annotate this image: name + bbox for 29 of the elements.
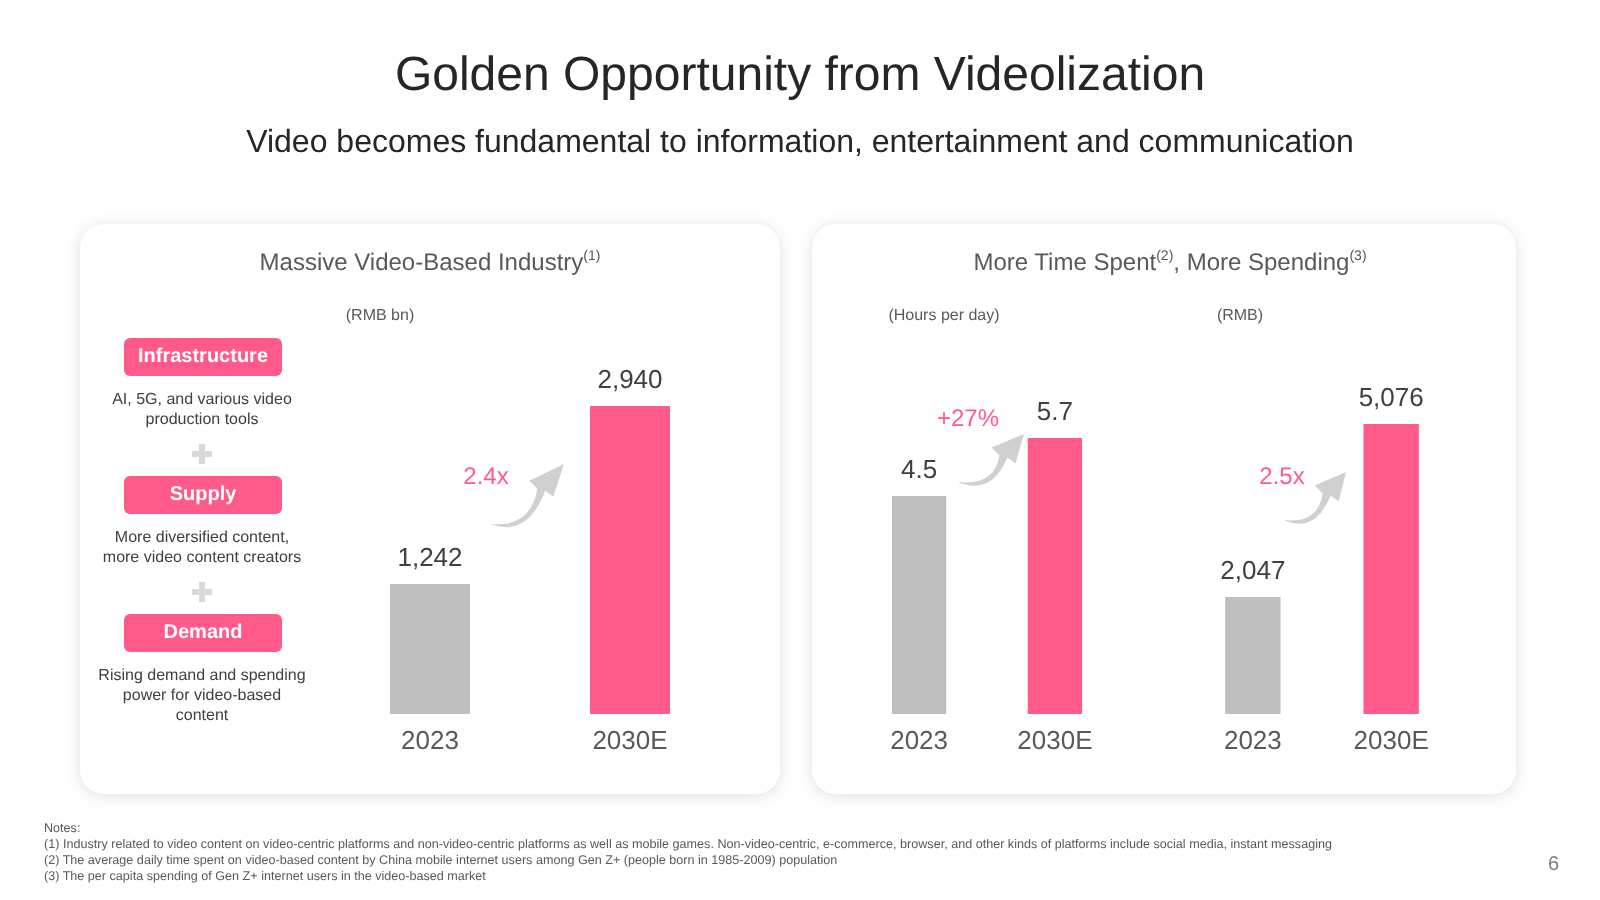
x-tick-label: 2023 bbox=[890, 725, 949, 755]
text: Infrastructure bbox=[124, 338, 282, 376]
annotation: 2.4x bbox=[463, 462, 509, 490]
y-axis-title: (RMB bn) bbox=[345, 306, 415, 324]
data-label: 1,242 bbox=[397, 541, 463, 572]
text: More diversified content, more video content creators bbox=[100, 528, 304, 568]
text: Demand bbox=[124, 614, 282, 652]
chart-title: More Time Spent$^{(2)}$, More Spending$^{(3)}$ bbox=[973, 248, 1367, 276]
annotation: 2.5x bbox=[1259, 462, 1305, 490]
x-tick-label: 2023 bbox=[1223, 725, 1282, 755]
text: Rising demand and spending power for video-based content bbox=[98, 666, 306, 726]
x-tick-label: 2030E bbox=[1017, 725, 1094, 755]
text: +27% bbox=[936, 404, 1000, 432]
data-label: 5.7 bbox=[1036, 396, 1073, 426]
data-label: 2,047 bbox=[1220, 555, 1286, 586]
x-tick-label: 2030E bbox=[592, 725, 669, 755]
text: Video becomes fundamental to information, entertainment and communication bbox=[244, 126, 1356, 162]
data-label: 4.5 bbox=[901, 454, 938, 485]
data-label: 5,076 bbox=[1358, 382, 1424, 412]
text: 6 bbox=[1548, 854, 1560, 876]
chart-title: Massive Video-Based Industry$^{(1)}$ bbox=[259, 248, 601, 276]
text: AI, 5G, and various video production tools bbox=[110, 390, 294, 430]
data-label: 2,940 bbox=[597, 364, 663, 394]
y-axis-title: (Hours per day) bbox=[888, 306, 1000, 324]
y-axis-title: (RMB) bbox=[1216, 306, 1264, 324]
text: Supply bbox=[124, 476, 282, 514]
x-tick-label: 2023 bbox=[401, 725, 459, 755]
text: Golden Opportunity from Videolization bbox=[392, 48, 1208, 104]
x-tick-label: 2030E bbox=[1353, 725, 1430, 755]
